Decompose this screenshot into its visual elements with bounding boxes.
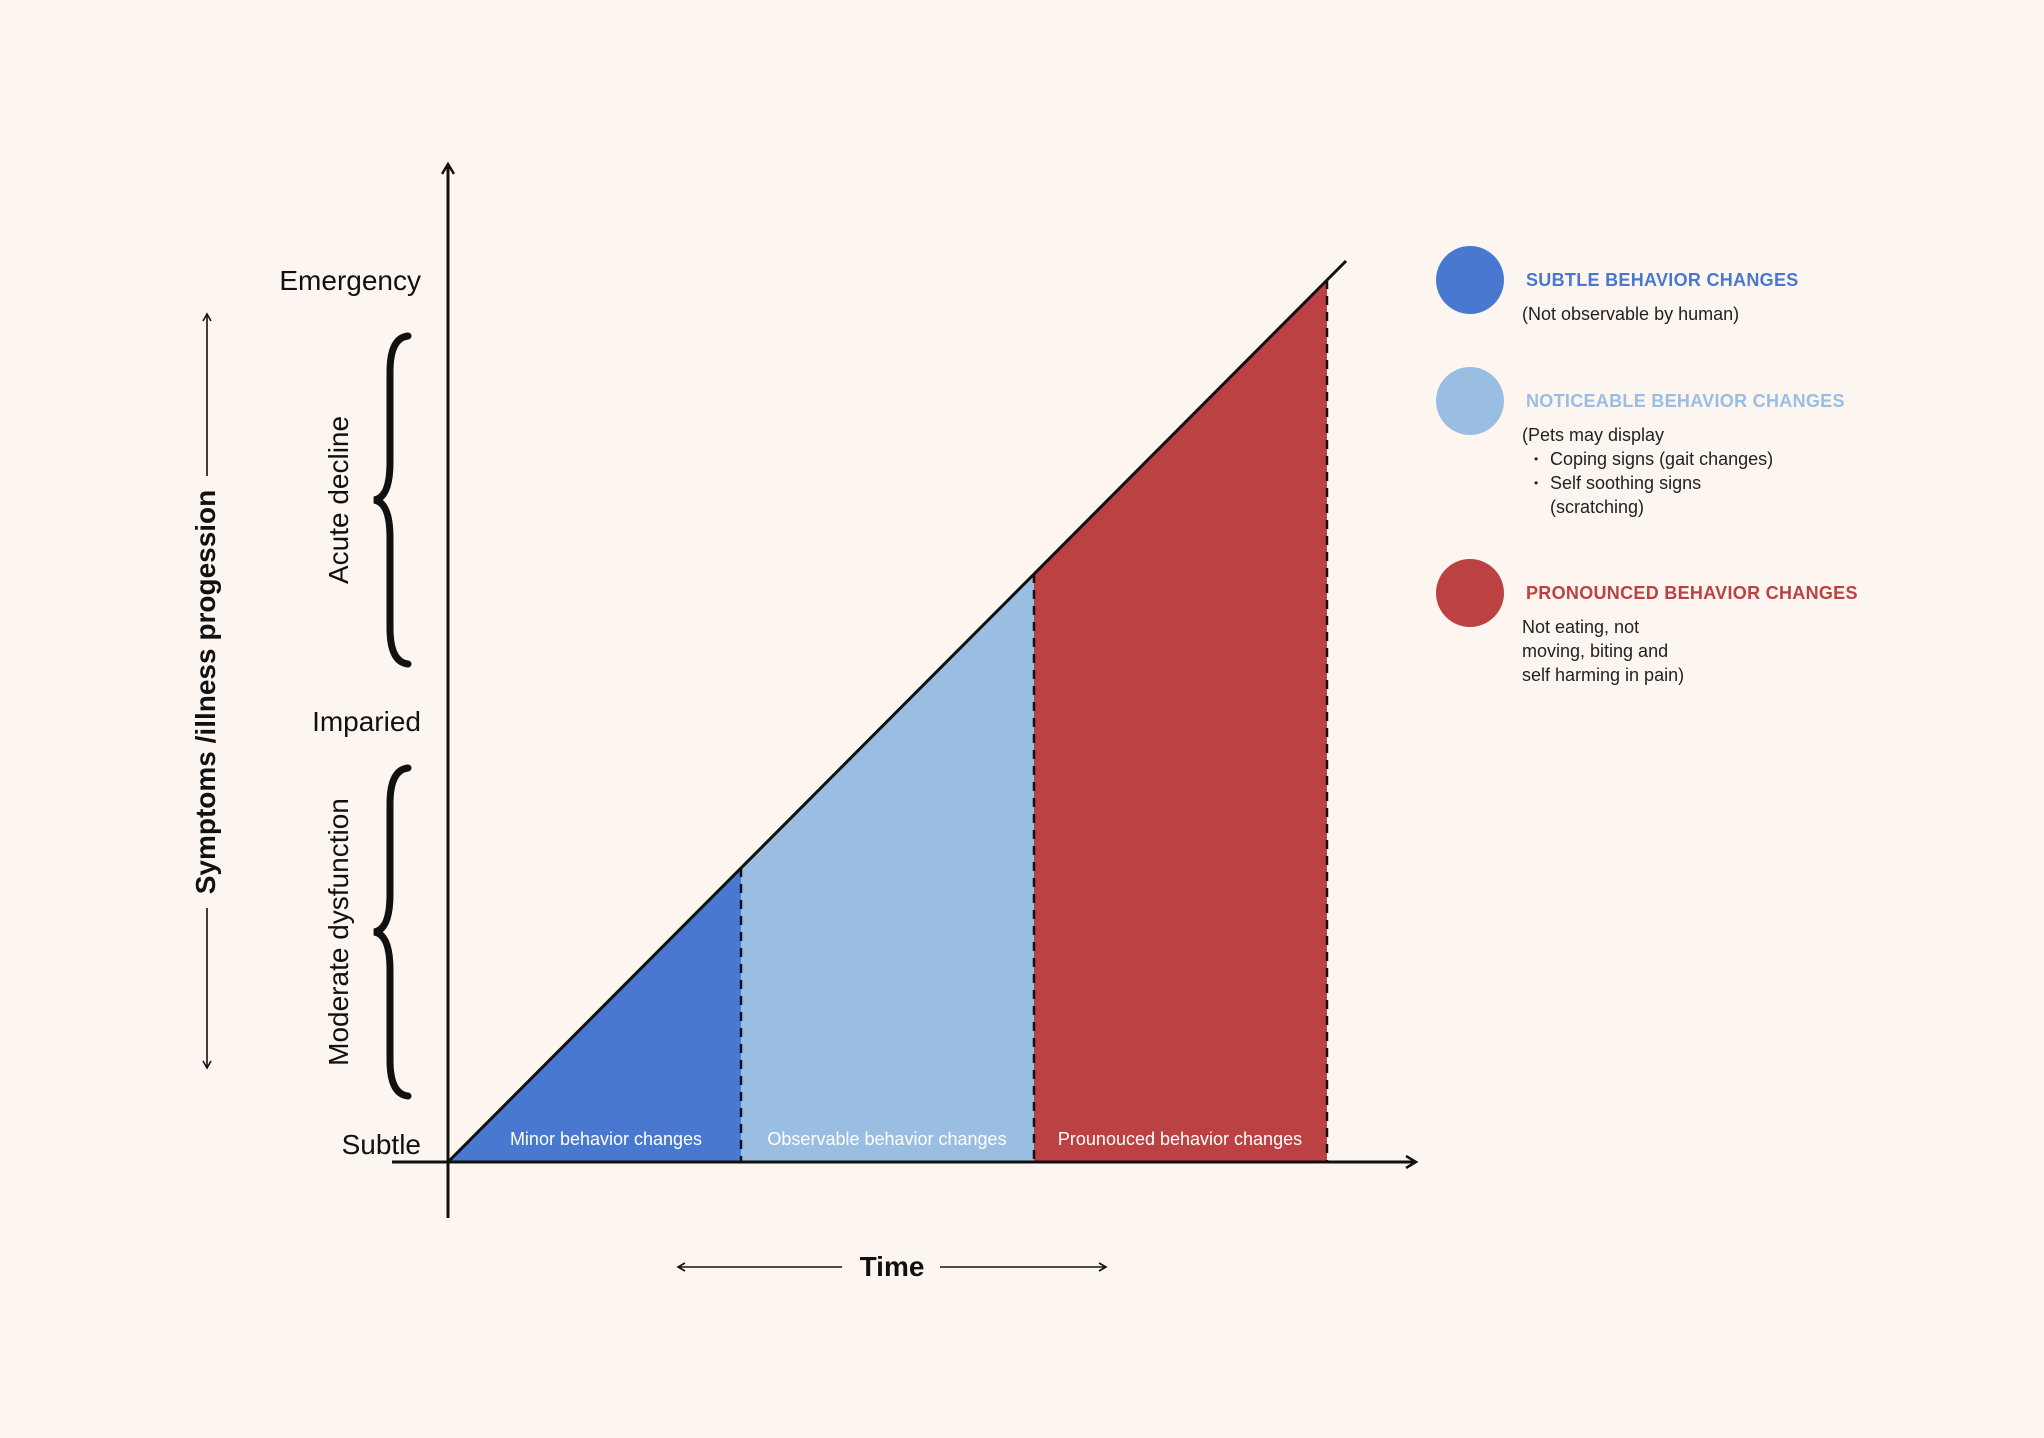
region-pronounced: [1034, 280, 1327, 1162]
legend-desc-noticeable: (Pets may display Coping signs (gait cha…: [1522, 423, 1773, 519]
stage-acute-decline: Acute decline: [323, 416, 354, 584]
legend-dot-pronounced: [1436, 559, 1504, 627]
x-axis-title: Time: [860, 1251, 925, 1282]
level-impaired: Imparied: [312, 706, 421, 737]
legend-desc-pronounced: Not eating, not moving, biting and self …: [1522, 615, 1684, 687]
legend-title-noticeable: NOTICEABLE BEHAVIOR CHANGES: [1526, 391, 1845, 411]
legend-line: Not eating, not: [1522, 617, 1640, 637]
level-emergency: Emergency: [279, 265, 421, 296]
legend-bullet: Coping signs (gait changes): [1534, 447, 1773, 471]
region-label-pronounced: Prounouced behavior changes: [1058, 1129, 1302, 1149]
region-label-observable: Observable behavior changes: [767, 1129, 1006, 1149]
legend-title-pronounced: PRONOUNCED BEHAVIOR CHANGES: [1526, 583, 1858, 603]
legend-bullet-continuation: (scratching): [1550, 497, 1645, 517]
stage-moderate-dysfunction: Moderate dysfunction: [323, 798, 354, 1066]
legend-bullets-noticeable: Coping signs (gait changes) Self soothin…: [1522, 447, 1773, 495]
region-label-minor: Minor behavior changes: [510, 1129, 702, 1149]
legend-dot-noticeable: [1436, 367, 1504, 435]
brace-moderate-dysfunction: [373, 764, 412, 1100]
legend-line: moving, biting and: [1522, 641, 1669, 661]
legend-desc-subtle: (Not observable by human): [1522, 304, 1740, 324]
level-subtle: Subtle: [342, 1129, 421, 1160]
legend-intro-noticeable: (Pets may display: [1522, 425, 1665, 445]
legend-bullet: Self soothing signs: [1534, 471, 1773, 495]
region-observable: [741, 574, 1034, 1162]
brace-acute-decline: [373, 332, 412, 668]
progression-line: [446, 259, 1348, 1164]
legend-title-subtle: SUBTLE BEHAVIOR CHANGES: [1526, 270, 1799, 290]
y-axis-title: Symptoms /illness progession: [190, 490, 221, 895]
legend-line: self harming in pain): [1522, 665, 1685, 685]
legend-dot-subtle: [1436, 246, 1504, 314]
